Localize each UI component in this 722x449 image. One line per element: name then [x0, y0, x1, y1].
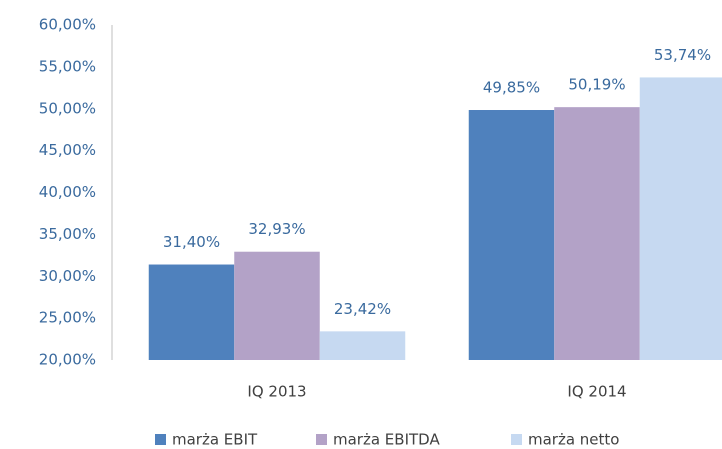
y-tick-label: 35,00% — [39, 225, 96, 243]
legend-label: marża EBIT — [172, 431, 258, 449]
legend-label: marża netto — [528, 431, 619, 449]
value-label: 49,85% — [483, 79, 540, 97]
bar — [319, 331, 406, 360]
bar — [234, 251, 320, 360]
legend-swatch — [511, 434, 522, 445]
value-label: 53,74% — [654, 46, 711, 64]
bar — [639, 77, 722, 361]
y-tick-label: 60,00% — [39, 16, 96, 34]
y-tick-label: 55,00% — [39, 57, 96, 75]
x-tick-label: IQ 2014 — [567, 383, 626, 401]
x-tick-label: IQ 2013 — [247, 383, 306, 401]
y-tick-label: 30,00% — [39, 267, 96, 285]
legend-label: marża EBITDA — [333, 431, 440, 449]
y-tick-label: 40,00% — [39, 183, 96, 201]
y-tick-label: 50,00% — [39, 99, 96, 117]
bar — [148, 264, 235, 360]
legend-swatch — [155, 434, 166, 445]
y-tick-label: 45,00% — [39, 141, 96, 159]
y-tick-label: 20,00% — [39, 351, 96, 369]
y-tick-label: 25,00% — [39, 309, 96, 327]
value-label: 32,93% — [248, 220, 305, 238]
value-label: 23,42% — [334, 300, 391, 318]
bar — [554, 107, 640, 360]
bar — [468, 110, 555, 360]
value-label: 50,19% — [568, 76, 625, 94]
value-label: 31,40% — [163, 233, 220, 251]
legend-swatch — [316, 434, 327, 445]
